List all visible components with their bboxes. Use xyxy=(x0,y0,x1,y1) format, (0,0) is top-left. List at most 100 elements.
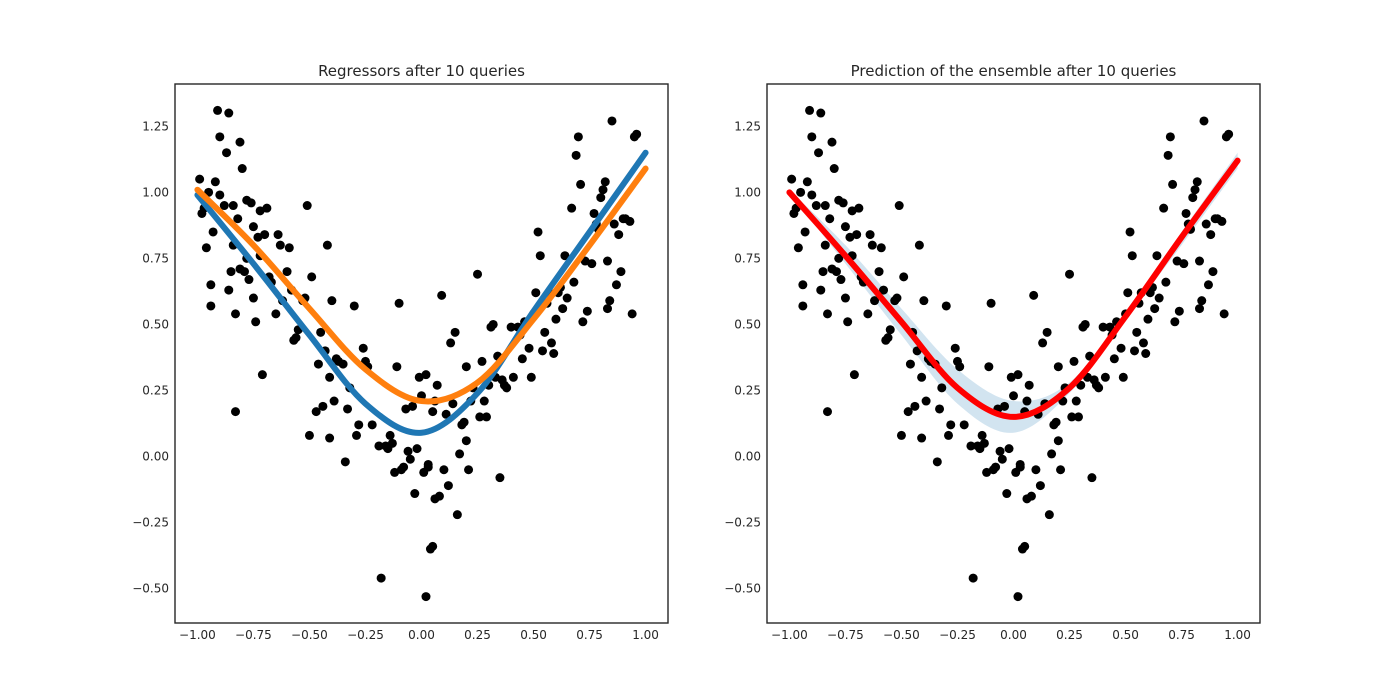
data-point xyxy=(1201,219,1211,229)
data-point xyxy=(1154,293,1164,303)
data-point xyxy=(1098,322,1108,332)
data-point xyxy=(237,164,247,174)
data-point xyxy=(867,240,877,250)
data-point xyxy=(1020,541,1030,551)
data-point xyxy=(1044,510,1054,520)
data-point xyxy=(558,304,568,314)
data-point xyxy=(403,446,413,456)
data-point xyxy=(1170,317,1180,327)
data-point xyxy=(246,198,256,208)
data-point xyxy=(571,150,581,160)
data-point xyxy=(854,203,864,213)
data-point xyxy=(1224,129,1234,139)
data-point xyxy=(816,285,826,295)
data-point xyxy=(439,465,449,475)
data-point xyxy=(349,301,359,311)
data-point xyxy=(551,314,561,324)
data-point xyxy=(1165,132,1175,142)
x-tick-label: 0.75 xyxy=(576,628,603,642)
data-point xyxy=(569,277,579,287)
data-point xyxy=(838,198,848,208)
data-point xyxy=(437,290,447,300)
data-point xyxy=(325,433,335,443)
data-point xyxy=(1141,349,1151,358)
data-point xyxy=(448,399,458,409)
data-point xyxy=(836,275,846,285)
data-point xyxy=(627,309,637,319)
data-point xyxy=(1163,150,1173,160)
data-point xyxy=(820,240,830,250)
data-point xyxy=(787,174,797,184)
data-point xyxy=(231,309,240,319)
data-point xyxy=(1217,216,1227,226)
data-point xyxy=(905,359,915,369)
data-point xyxy=(222,148,232,158)
data-point xyxy=(598,185,608,195)
data-point xyxy=(524,343,534,353)
data-point xyxy=(899,272,909,282)
data-point xyxy=(991,462,1001,472)
data-point xyxy=(1116,343,1126,353)
data-point xyxy=(955,362,965,372)
data-point xyxy=(329,396,339,406)
plot-area xyxy=(194,105,649,602)
data-point xyxy=(260,230,270,240)
y-tick-label: −0.50 xyxy=(132,582,169,596)
y-tick-label: 1.25 xyxy=(734,119,761,133)
chart-title: Regressors after 10 queries xyxy=(318,62,525,80)
data-point xyxy=(587,259,597,269)
data-point xyxy=(450,327,460,337)
data-point xyxy=(1042,327,1052,337)
data-point xyxy=(984,362,994,372)
data-point xyxy=(206,280,216,290)
data-point xyxy=(1031,465,1041,475)
data-point xyxy=(421,592,431,602)
data-point xyxy=(834,253,844,263)
data-point xyxy=(540,327,550,337)
data-point xyxy=(428,541,438,551)
data-point xyxy=(302,201,312,211)
data-point xyxy=(1123,288,1133,298)
chart-title: Prediction of the ensemble after 10 quer… xyxy=(851,62,1177,80)
data-point xyxy=(434,491,444,501)
data-point xyxy=(865,230,875,240)
data-point xyxy=(1168,179,1178,189)
data-point xyxy=(394,298,404,308)
data-point xyxy=(239,267,249,277)
data-point xyxy=(224,108,234,118)
x-tick-label: 0.50 xyxy=(520,628,547,642)
data-point xyxy=(807,132,817,142)
data-point xyxy=(863,309,873,319)
data-point xyxy=(452,510,462,520)
data-point xyxy=(1073,412,1083,422)
data-point xyxy=(1159,203,1169,213)
x-tick-label: 0.00 xyxy=(408,628,435,642)
data-point xyxy=(367,420,377,430)
data-point xyxy=(1105,322,1115,332)
data-point xyxy=(1190,185,1200,195)
data-point xyxy=(870,296,880,306)
data-point xyxy=(251,317,261,327)
data-point xyxy=(282,267,292,277)
data-point xyxy=(423,459,433,469)
x-tick-label: 1.00 xyxy=(632,628,659,642)
data-point xyxy=(616,267,626,277)
data-point xyxy=(1038,338,1048,348)
data-point xyxy=(919,296,929,306)
data-point xyxy=(977,430,987,440)
data-point xyxy=(1199,116,1209,126)
data-point xyxy=(831,267,841,277)
data-point xyxy=(441,409,451,419)
data-point xyxy=(1150,304,1160,314)
data-point xyxy=(1067,412,1077,422)
data-point xyxy=(549,349,559,358)
data-point xyxy=(340,457,350,467)
x-tick-label: −0.50 xyxy=(883,628,920,642)
y-tick-label: 0.25 xyxy=(734,383,761,397)
data-point xyxy=(201,243,211,253)
data-point xyxy=(576,179,586,189)
data-point xyxy=(1118,372,1128,382)
data-point xyxy=(950,343,960,353)
data-point xyxy=(1009,391,1018,401)
data-point xyxy=(829,164,839,174)
